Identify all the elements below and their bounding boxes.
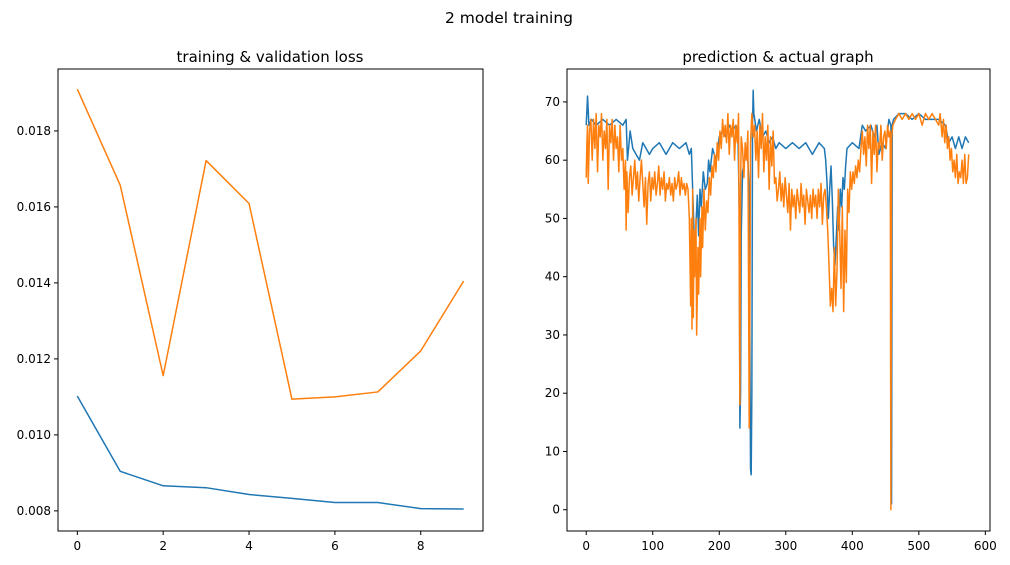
loss-y-tick-label: 0.014 xyxy=(17,276,51,290)
loss-x-tick-label: 4 xyxy=(245,539,253,553)
prediction-series-2-line xyxy=(585,112,970,511)
prediction-y-tick-label: 50 xyxy=(545,211,560,225)
prediction-x-tick-label: 300 xyxy=(774,539,797,553)
prediction-y-tick-label: 40 xyxy=(545,270,560,284)
prediction-y-tick-label: 70 xyxy=(545,95,560,109)
prediction-y-tick-label: 60 xyxy=(545,153,560,167)
loss-series-2-line xyxy=(76,88,465,400)
prediction-x-tick-label: 0 xyxy=(582,539,590,553)
prediction-x-tick-label: 500 xyxy=(907,539,930,553)
prediction-x-tick-label: 400 xyxy=(841,539,864,553)
loss-x-tick-label: 8 xyxy=(417,539,425,553)
prediction-y-tick-label: 0 xyxy=(552,503,560,517)
loss-series-1-line xyxy=(76,395,464,510)
loss-chart: training & validation loss 0 2 4 6 8 0.008 0.0… xyxy=(17,48,484,553)
loss-y-tick-label: 0.018 xyxy=(17,124,51,138)
loss-y-tick-label: 0.010 xyxy=(17,428,51,442)
prediction-x-tick-label: 200 xyxy=(708,539,731,553)
loss-chart-ticks: 0 2 4 6 8 0.008 0.010 0.012 0.014 0.016 0.018 xyxy=(17,124,425,553)
prediction-y-tick-label: 10 xyxy=(545,444,560,458)
prediction-y-tick-label: 30 xyxy=(545,328,560,342)
prediction-chart-frame xyxy=(566,68,991,532)
prediction-y-tick-label: 20 xyxy=(545,386,560,400)
prediction-chart: prediction & actual graph 0 100 200 300 400 5… xyxy=(545,48,997,553)
loss-chart-frame xyxy=(57,68,484,532)
loss-x-tick-label: 0 xyxy=(73,539,81,553)
prediction-chart-ticks: 0 100 200 300 400 500 600 0 10 20 30 40 50 60 70 xyxy=(545,95,997,553)
figure-suptitle: 2 model training xyxy=(445,9,573,27)
prediction-x-tick-label: 100 xyxy=(641,539,664,553)
loss-chart-title: training & validation loss xyxy=(177,48,364,66)
prediction-chart-lines xyxy=(585,89,970,511)
prediction-x-tick-label: 600 xyxy=(974,539,997,553)
loss-y-tick-label: 0.012 xyxy=(17,352,51,366)
loss-x-tick-label: 6 xyxy=(331,539,339,553)
loss-chart-lines xyxy=(76,88,465,510)
prediction-series-1-line xyxy=(585,89,970,505)
loss-x-tick-label: 2 xyxy=(159,539,167,553)
loss-y-tick-label: 0.008 xyxy=(17,504,51,518)
loss-y-tick-label: 0.016 xyxy=(17,200,51,214)
prediction-chart-title: prediction & actual graph xyxy=(682,48,873,66)
